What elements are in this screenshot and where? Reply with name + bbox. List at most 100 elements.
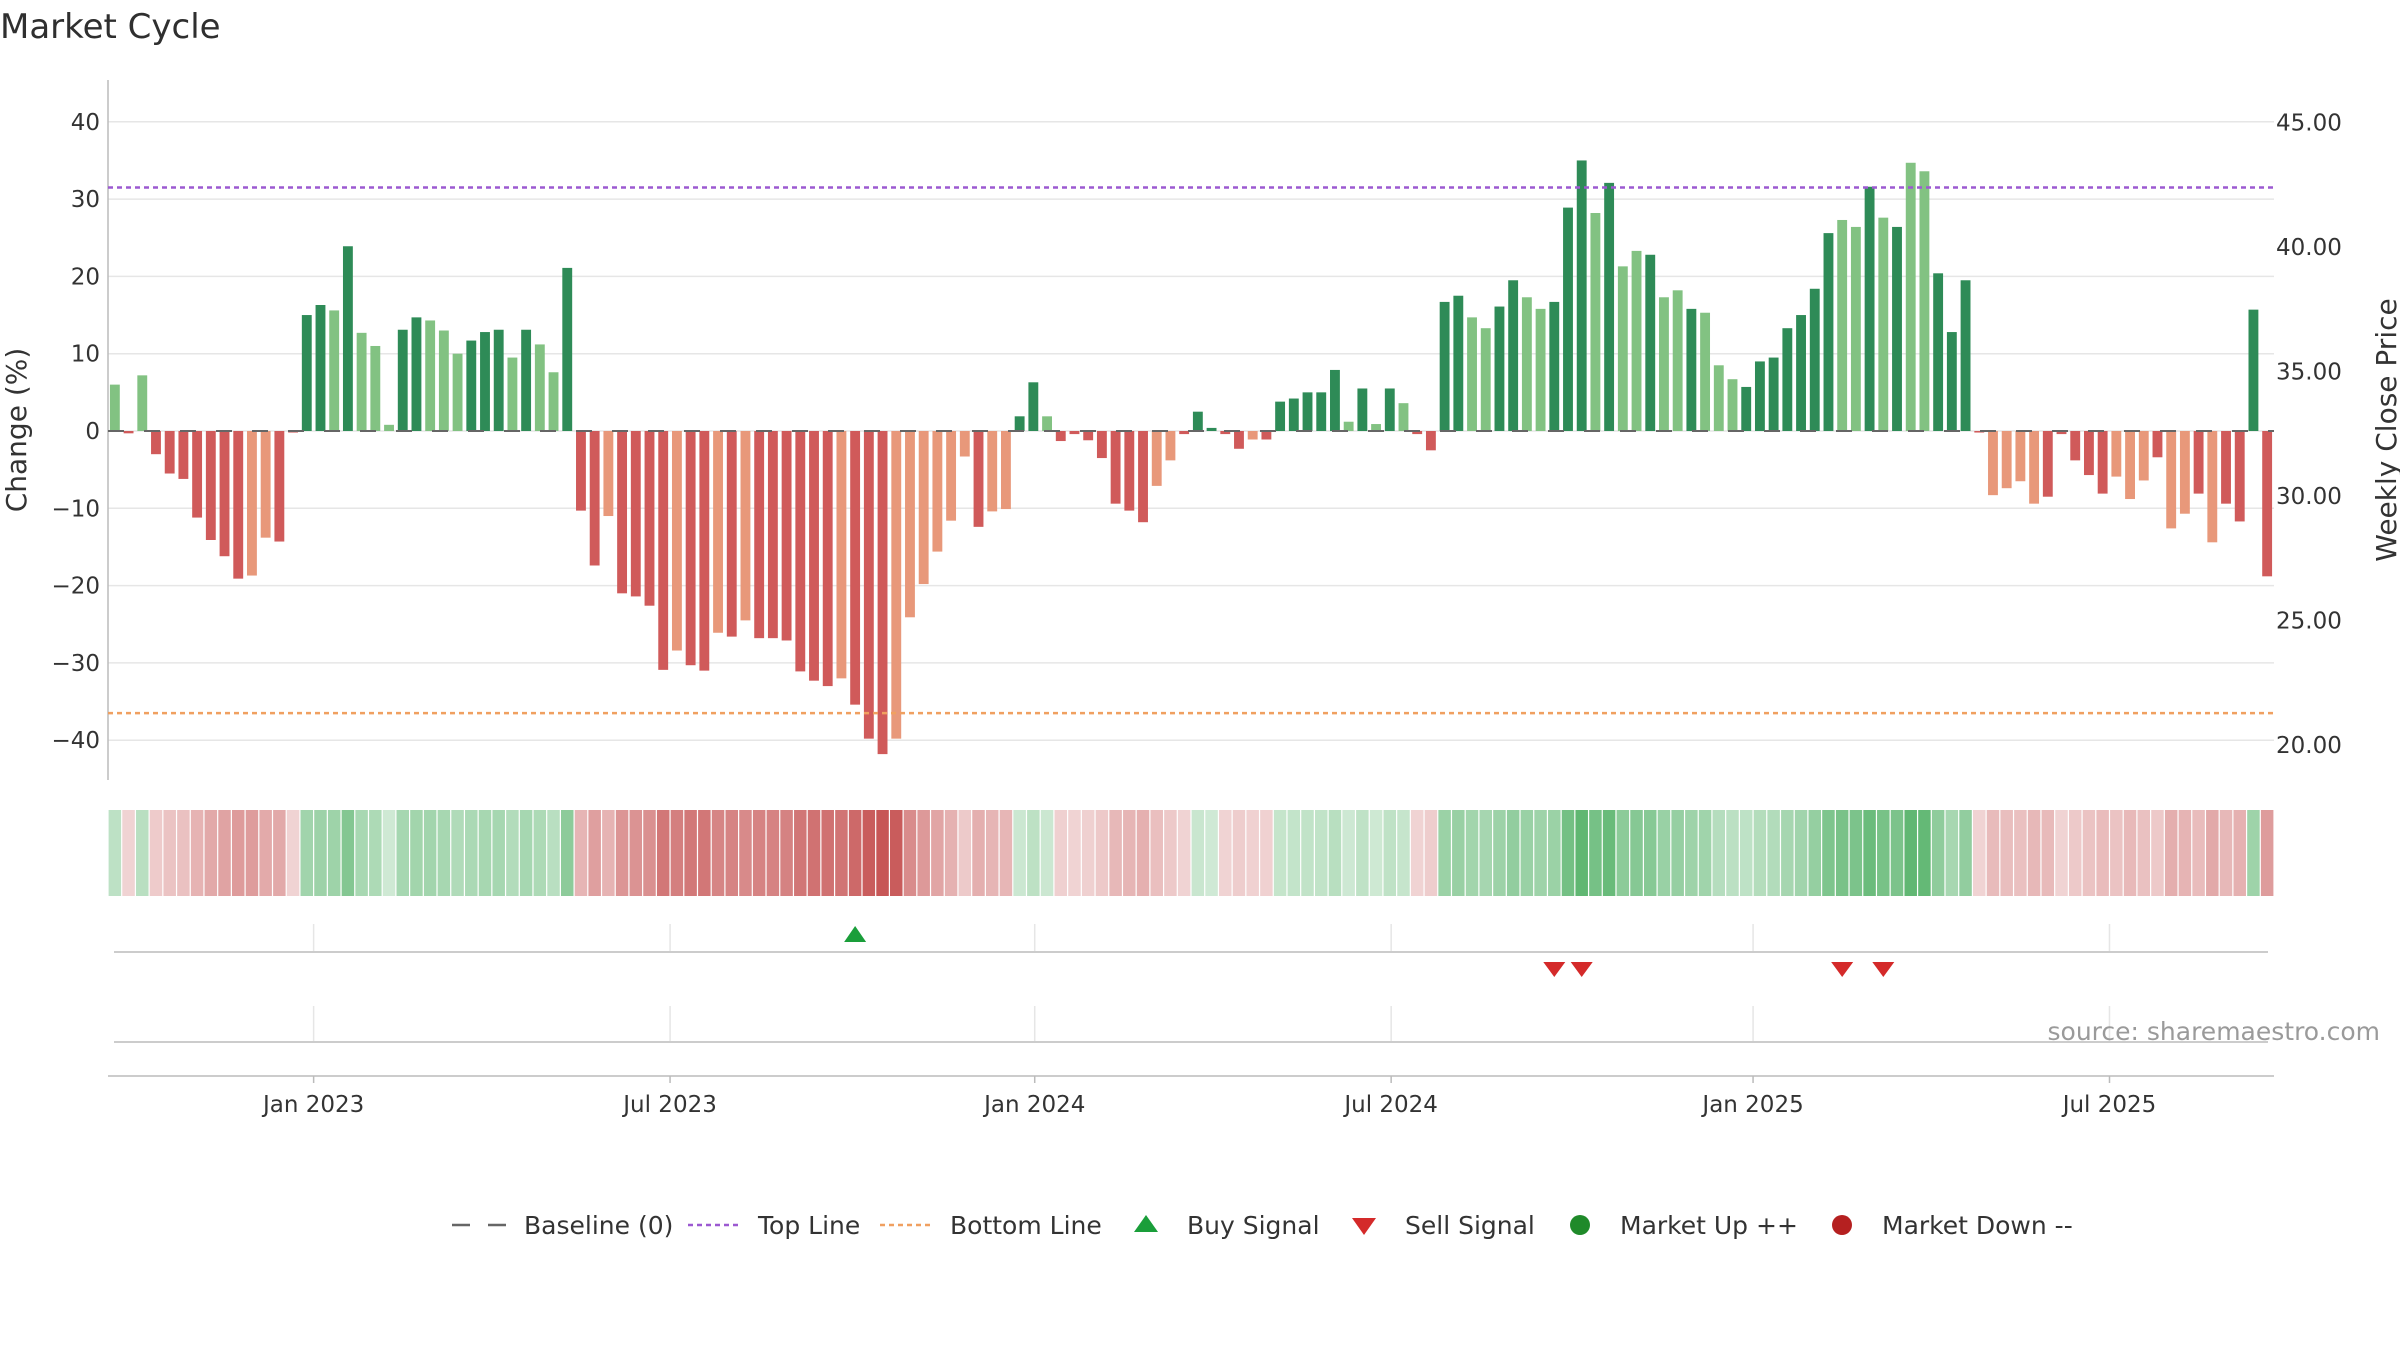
heat-strip-cell	[1890, 810, 1904, 896]
heat-strip-cell	[2000, 810, 2013, 896]
heat-strip-cell	[2233, 810, 2246, 896]
heat-strip-cell	[1410, 810, 1424, 896]
change-bar	[946, 431, 957, 521]
change-bar	[932, 431, 943, 552]
change-bar	[1096, 431, 1107, 459]
heat-strip-cell	[1191, 810, 1205, 896]
heat-strip-cell	[1356, 810, 1369, 896]
change-bar	[1234, 431, 1244, 449]
heat-strip-cell	[245, 810, 259, 896]
heat-strip-cell	[177, 810, 190, 896]
heat-strip-cell	[2219, 810, 2233, 896]
change-bar	[1754, 361, 1765, 431]
heat-strip-cell	[1863, 810, 1876, 896]
change-bar	[1261, 431, 1272, 440]
heat-strip-cell	[108, 810, 122, 896]
change-bar	[452, 353, 463, 431]
change-bar	[2262, 431, 2273, 577]
legend-item: Baseline (0)	[452, 1211, 673, 1240]
heat-strip-cell	[752, 810, 766, 896]
change-bar	[2001, 431, 2012, 489]
change-bar	[1933, 273, 1944, 431]
heat-strip-cell	[1918, 810, 1931, 896]
change-bar	[754, 431, 765, 639]
y-tick-label: 30	[71, 187, 100, 213]
y2-tick-label: 20.00	[2276, 733, 2342, 759]
legend-item: Buy Signal	[1134, 1211, 1320, 1240]
change-bar	[123, 431, 134, 434]
change-bar	[562, 267, 573, 431]
heat-strip-cell	[1452, 810, 1465, 896]
heat-strip-cell	[1822, 810, 1835, 896]
change-bar	[2042, 431, 2053, 497]
heat-strip-cell	[1328, 810, 1342, 896]
change-bar	[713, 431, 723, 633]
x-tick-label: Jan 2023	[261, 1092, 364, 1118]
heat-strip-cell	[629, 810, 643, 896]
change-bars	[109, 160, 2273, 755]
heat-strip-cell	[190, 810, 204, 896]
change-bar	[2207, 431, 2218, 543]
change-bar	[178, 431, 189, 479]
heat-strip-cell	[1931, 810, 1945, 896]
heat-strip-cell	[2041, 810, 2055, 896]
heat-strip	[108, 810, 2274, 896]
legend-item: Bottom Line	[880, 1211, 1102, 1240]
heat-strip-cell	[1369, 810, 1383, 896]
heat-strip-cell	[890, 810, 903, 896]
change-bar	[2193, 431, 2204, 494]
heat-strip-cell	[1685, 810, 1698, 896]
change-bar	[918, 431, 929, 585]
change-bar	[1974, 431, 1985, 433]
change-bar	[507, 357, 518, 431]
change-bar	[726, 431, 737, 637]
heat-strip-cell	[2110, 810, 2123, 896]
change-bar	[2029, 431, 2040, 504]
change-bar	[863, 431, 874, 739]
change-bar	[164, 431, 175, 474]
heat-strip-cell	[794, 810, 807, 896]
heat-strip-cell	[369, 810, 382, 896]
legend-label: Baseline (0)	[524, 1211, 673, 1240]
change-bar	[1480, 328, 1491, 431]
change-bar	[1576, 160, 1587, 431]
heat-strip-cell	[1383, 810, 1397, 896]
change-bar	[959, 431, 970, 457]
heat-strip-cell	[1438, 810, 1451, 896]
heat-strip-cell	[876, 810, 889, 896]
heat-strip-cell	[163, 810, 176, 896]
change-bar	[973, 431, 984, 527]
heat-strip-cell	[1781, 810, 1794, 896]
heat-strip-cell	[1301, 810, 1314, 896]
heat-strip-cell	[739, 810, 752, 896]
heat-strip-cell	[972, 810, 985, 896]
change-bar	[1672, 290, 1683, 431]
heat-strip-cell	[1849, 810, 1863, 896]
change-bar	[822, 431, 833, 687]
heat-strip-cell	[1808, 810, 1822, 896]
change-bar	[548, 372, 559, 431]
change-bar	[795, 431, 806, 672]
heat-strip-cell	[1465, 810, 1479, 896]
change-bar	[1946, 332, 1957, 431]
heat-strip-cell	[2123, 810, 2137, 896]
heat-strip-cell	[1986, 810, 2000, 896]
heat-strip-cell	[903, 810, 917, 896]
heat-strip-cell	[1109, 810, 1122, 896]
y2-axis-label: Weekly Close Price	[2370, 298, 2400, 561]
heat-strip-cell	[437, 810, 451, 896]
change-bar	[534, 344, 545, 431]
change-bar	[342, 246, 353, 431]
change-bar	[767, 431, 778, 639]
change-bar	[480, 332, 490, 431]
heat-strip-cell	[1040, 810, 1054, 896]
change-bar	[1960, 280, 1971, 431]
sell-signal-marker	[1543, 962, 1566, 977]
change-bar	[260, 431, 271, 538]
heat-strip-cell	[684, 810, 697, 896]
sell-signal-marker	[1831, 962, 1854, 977]
heat-strip-cell	[1397, 810, 1410, 896]
heat-strip-cell	[149, 810, 163, 896]
change-bar	[1014, 416, 1025, 431]
heat-strip-cell	[1150, 810, 1163, 896]
